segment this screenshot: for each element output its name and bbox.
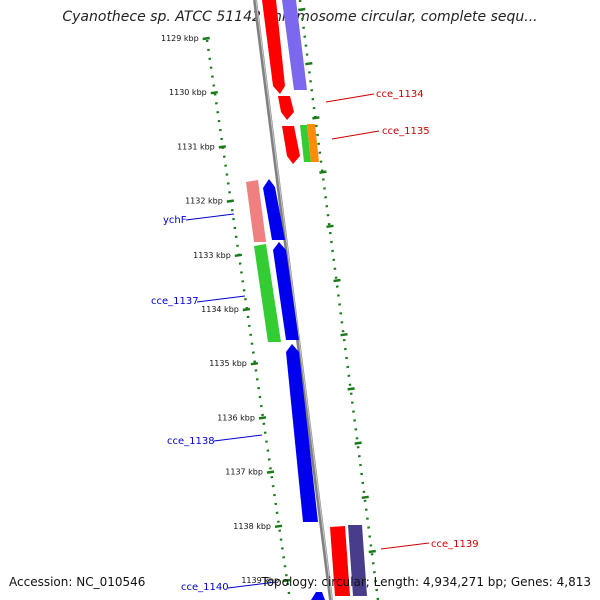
map-title: Cyanothece sp. ATCC 51142 chromosome cir… [62,9,538,25]
scale-tick [210,90,218,95]
label-cce-1135[interactable]: cce_1135 [382,126,430,137]
label-cce-1139[interactable]: cce_1139 [431,539,479,550]
scale-tick-label: 1130 kbp [169,88,207,97]
gene-red-1131[interactable] [282,126,300,164]
scale-tick [250,361,259,366]
gene-blue-1134[interactable] [273,242,299,340]
gene-cce-1137[interactable] [254,244,281,342]
callout-cce-1135 [331,130,380,140]
scale-ticks: 1129 kbp 1130 kbp 1131 kbp 1132 kbp 1133 kbp… [161,7,376,585]
genome-summary-text: Topology: circular; Length: 4,934,271 bp… [261,575,591,589]
scale-tick [202,36,210,41]
ring-tick [312,116,320,120]
scale-tick-label: 1129 kbp [161,34,199,43]
gene-cce-1138[interactable] [286,344,318,522]
gene-cce-1140[interactable] [311,592,325,600]
ring-tick [305,61,313,66]
ring-tick [354,441,362,445]
callout-cce-1134 [325,93,375,103]
scale-tick [266,470,275,474]
scale-tick [234,253,243,258]
scale-tick-label: 1131 kbp [177,142,215,151]
scale-tick-label: 1132 kbp [185,197,223,206]
scale-tick-label: 1138 kbp [233,522,271,531]
gene-purple-top[interactable] [282,0,307,90]
ring-tick [319,170,327,174]
callout-cce-1139 [380,542,430,550]
ring-tick [326,224,334,229]
callout-ychf [185,213,235,221]
scale-tick [218,145,226,149]
callout-cce-1138 [213,434,263,442]
gene-orange-1135[interactable] [307,124,319,162]
chromosome-backbone-highlight [255,0,333,600]
scale-tick-label: 1137 kbp [225,468,263,477]
ring-tick [368,549,376,554]
gene-cce-1139-red[interactable] [330,526,350,596]
scale-tick [258,416,267,420]
gene-red-top[interactable] [262,0,285,94]
ring-tick [361,495,369,500]
callout-cce-1137 [196,295,246,303]
accession-text: Accession: NC_010546 [9,575,146,589]
scale-tick [274,524,283,529]
scale-tick-label: 1133 kbp [193,251,231,260]
label-cce-1137[interactable]: cce_1137 [151,296,199,307]
ring-tick [340,332,348,337]
label-cce-1134[interactable]: cce_1134 [376,89,424,100]
scale-tick-label: 1139 kbp [241,576,279,585]
label-cce-1140[interactable]: cce_1140 [181,582,229,593]
ring-tick [298,7,306,12]
gene-ychf-blue[interactable] [263,179,285,240]
outer-ring-right [298,0,380,600]
callout-cce-1140 [227,581,277,589]
ring-tick [347,387,355,391]
gene-cce-1134[interactable] [278,96,294,120]
gene-ychf-pink[interactable] [246,180,266,242]
scale-tick-label: 1134 kbp [201,305,239,314]
scale-tick-label: 1135 kbp [209,359,247,368]
label-cce-1138[interactable]: cce_1138 [167,436,215,447]
gene-cce-1139-slate[interactable] [348,525,367,596]
scale-tick [226,199,234,203]
ring-tick [333,278,341,283]
scale-tick-label: 1136 kbp [217,413,255,422]
label-ychf[interactable]: ychF [163,215,187,226]
scale-tick [282,578,291,583]
gene-green-1135[interactable] [300,125,311,162]
scale-tick [242,307,251,312]
